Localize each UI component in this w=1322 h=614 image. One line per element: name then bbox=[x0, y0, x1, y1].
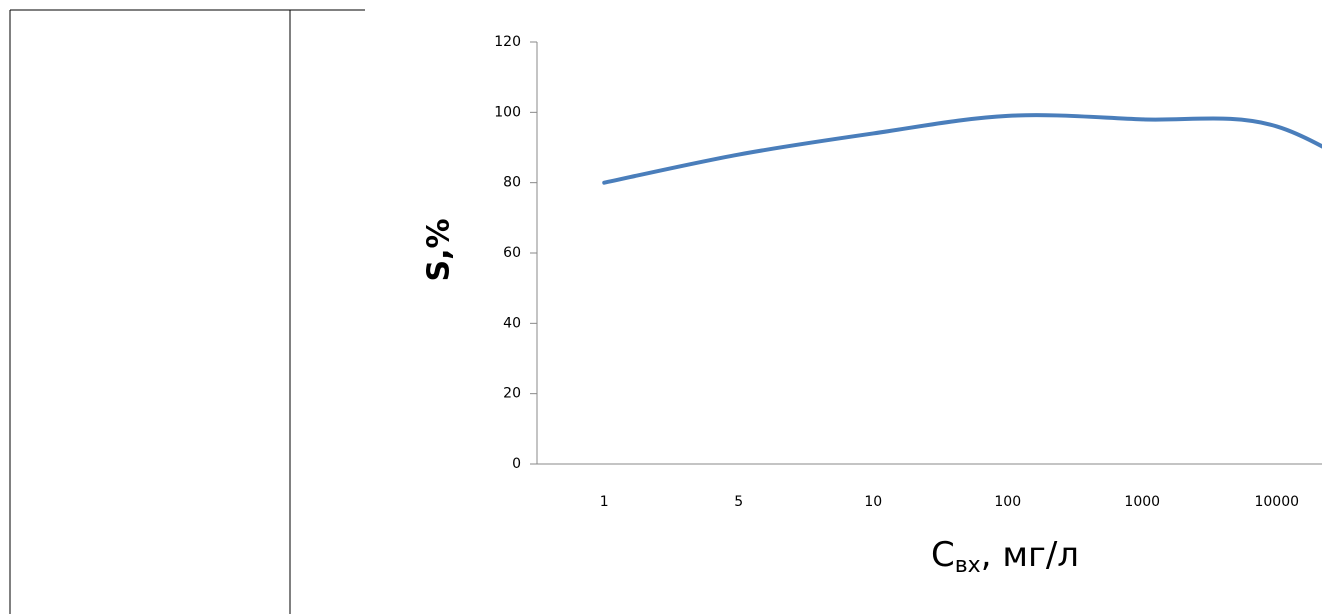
y-tick-label: 100 bbox=[494, 104, 521, 120]
x-tick-label: 10000 bbox=[1254, 494, 1299, 510]
y-axis-title: S,% bbox=[422, 218, 457, 281]
x-axis-title-sub: вх bbox=[955, 553, 981, 578]
y-tick-label: 40 bbox=[503, 315, 521, 331]
y-tick-label: 120 bbox=[494, 34, 521, 50]
x-axis-title: Cвх, мг/л bbox=[931, 535, 1079, 579]
x-tick-label: 5 bbox=[734, 494, 743, 510]
y-tick-label: 20 bbox=[503, 386, 521, 402]
x-tick-label: 1000 bbox=[1124, 494, 1160, 510]
x-axis-title-main: C bbox=[931, 535, 955, 575]
y-tick-label: 0 bbox=[512, 456, 521, 472]
data-line bbox=[602, 113, 1322, 185]
x-tick-label: 1 bbox=[600, 494, 609, 510]
x-tick-label: 10 bbox=[864, 494, 882, 510]
x-tick-label: 100 bbox=[994, 494, 1021, 510]
y-tick-label: 80 bbox=[503, 175, 521, 191]
x-axis-title-rest: , мг/л bbox=[981, 535, 1079, 575]
y-tick-label: 60 bbox=[503, 245, 521, 261]
